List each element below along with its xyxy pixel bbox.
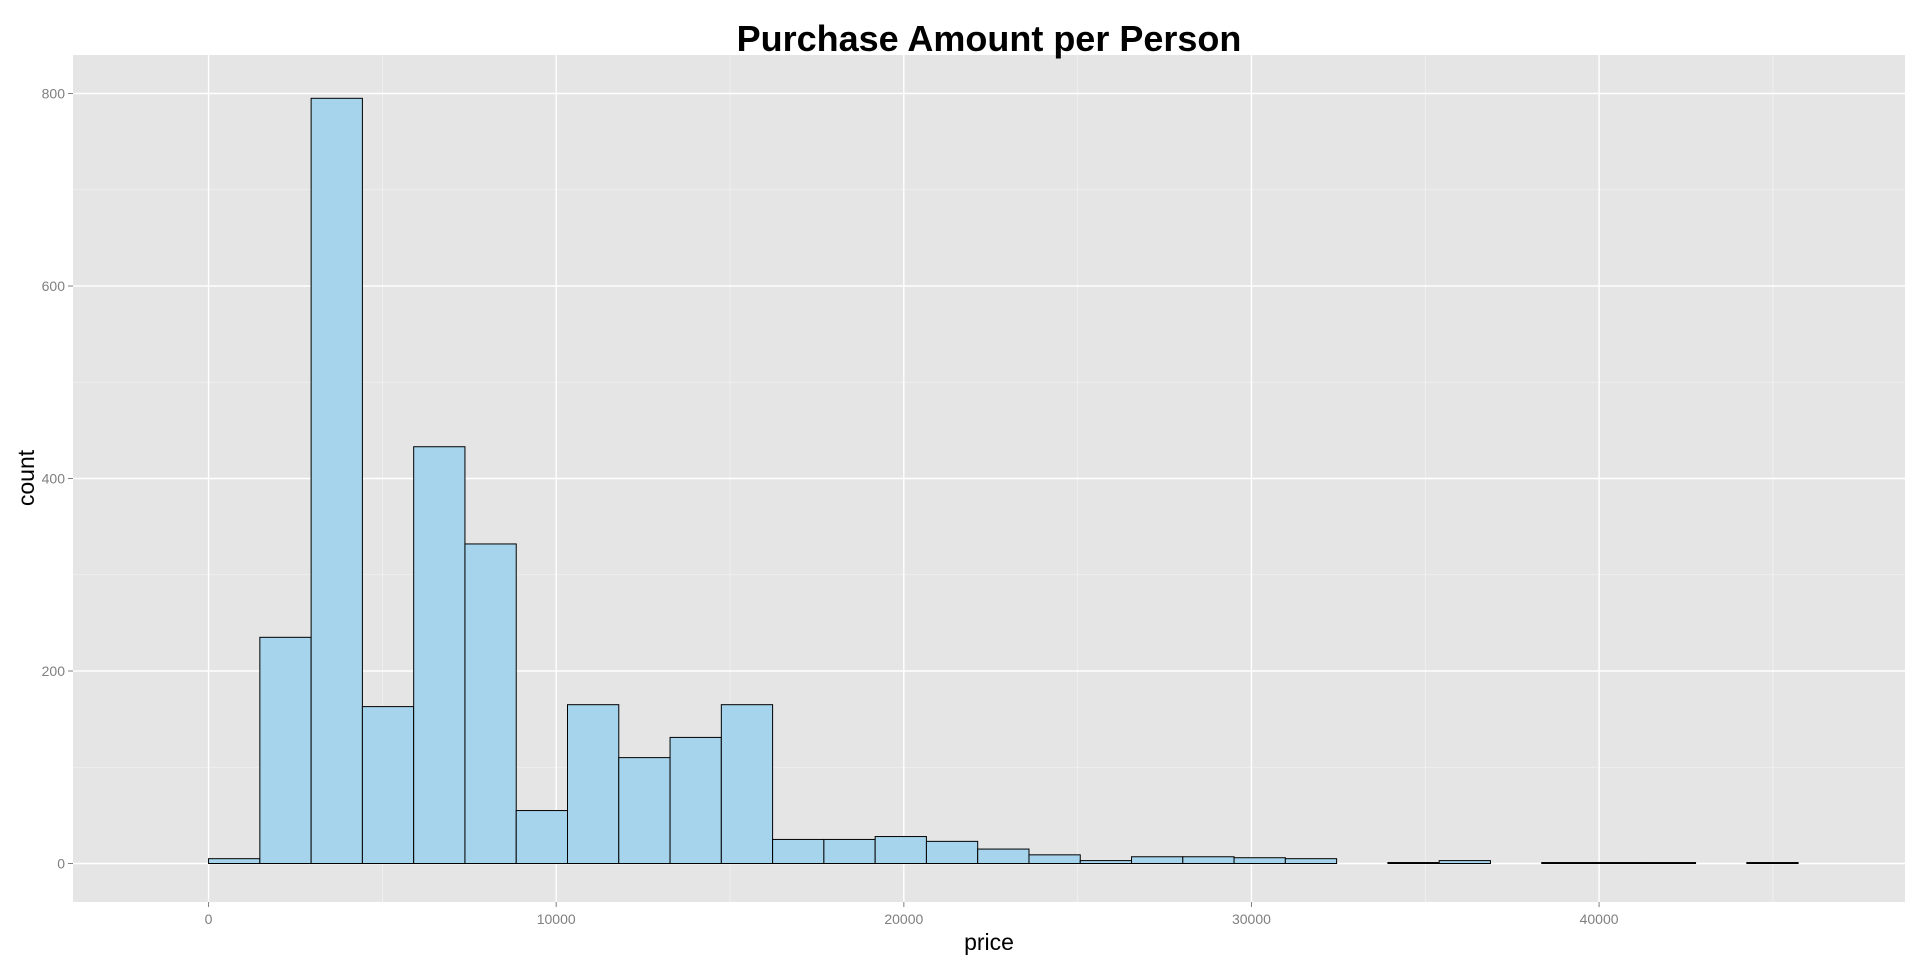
y-tick-label: 200 <box>42 663 66 679</box>
histogram-bar <box>567 704 620 864</box>
histogram-bar <box>310 97 363 864</box>
histogram-bar <box>1028 854 1081 865</box>
y-tick-label: 0 <box>57 856 65 872</box>
x-axis-title: price <box>964 929 1014 955</box>
axis-ticks: 0 10000 20000 30000 40000 0 200 400 600 800 <box>42 86 1619 928</box>
y-axis-title: count <box>13 449 39 506</box>
x-tick-label: 30000 <box>1232 911 1271 927</box>
histogram-bar <box>1541 862 1594 864</box>
histogram-bar <box>1182 856 1235 865</box>
histogram-bar <box>208 858 261 864</box>
histogram-bar <box>720 704 774 864</box>
y-tick-label: 800 <box>42 86 66 102</box>
histogram-bar <box>1079 860 1133 864</box>
x-tick-label: 40000 <box>1580 911 1619 927</box>
histogram-bar <box>1131 856 1184 865</box>
histogram-bar <box>515 810 569 864</box>
y-tick-label: 600 <box>42 278 66 294</box>
histogram-bar <box>1233 857 1286 864</box>
histogram-bar <box>1284 858 1338 864</box>
histogram-bar <box>413 446 466 864</box>
histogram-bar <box>977 848 1030 864</box>
histogram-bar <box>618 757 671 864</box>
histogram-bar <box>1387 862 1440 864</box>
x-tick-label: 10000 <box>537 911 576 927</box>
histogram-bars <box>208 97 1799 865</box>
histogram-bar <box>1746 862 1799 864</box>
y-tick-label: 400 <box>42 471 66 487</box>
histogram-bar <box>772 838 825 864</box>
x-tick-label: 20000 <box>884 911 923 927</box>
histogram-bar <box>823 838 876 864</box>
histogram-bar <box>259 636 312 864</box>
chart-title: Purchase Amount per Person <box>737 18 1242 59</box>
histogram-bar <box>1643 862 1697 864</box>
histogram-bar <box>874 836 927 864</box>
histogram-bar <box>1438 860 1491 864</box>
histogram-bar <box>464 543 517 864</box>
histogram-bar <box>669 736 722 864</box>
histogram-bar <box>1592 862 1645 864</box>
histogram-bar <box>925 840 979 864</box>
histogram-bar <box>361 706 415 864</box>
x-tick-label: 0 <box>205 911 213 927</box>
